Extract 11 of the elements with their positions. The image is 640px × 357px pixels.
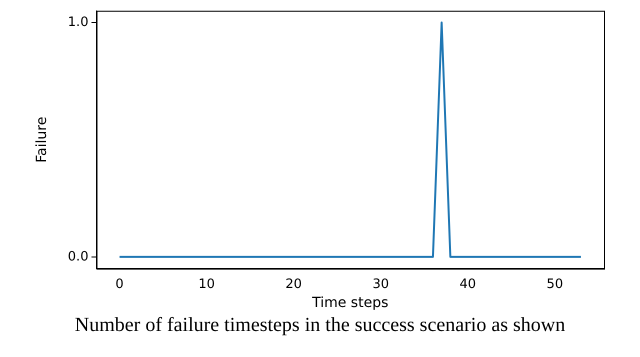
x-axis-title: Time steps [311,295,388,312]
x-tick-label: 10 [198,276,215,292]
x-tick-label: 20 [285,276,302,292]
y-tick-label: 0.0 [68,249,88,264]
x-tick-label: 30 [372,276,389,292]
x-tick-label: 0 [115,276,124,292]
x-tick-label: 40 [459,276,476,292]
y-axis-title: Failure [34,116,50,163]
text: Number of failure timesteps in the success scenario as shown [74,314,566,337]
y-tick-label: 1.0 [68,14,88,30]
x-tick-label: 50 [546,276,564,292]
